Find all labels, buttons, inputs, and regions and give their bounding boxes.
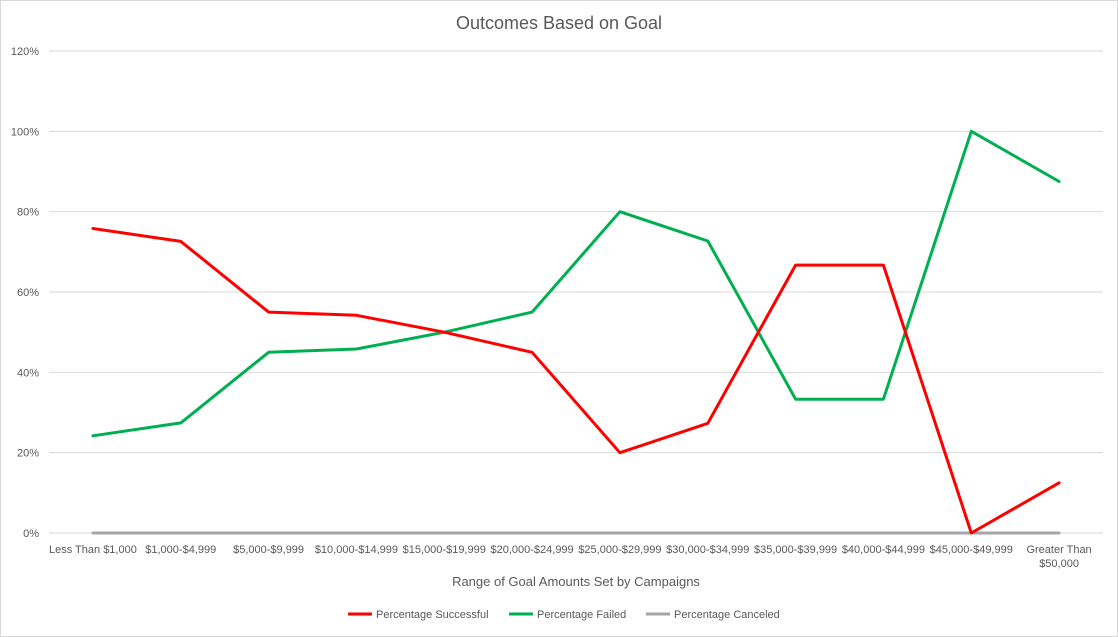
y-tick-label: 0% — [23, 528, 39, 540]
x-tick-label: $35,000-$39,999 — [754, 544, 837, 556]
gridlines — [49, 50, 1103, 534]
legend-item: Percentage Failed — [509, 609, 626, 621]
legend-label: Percentage Failed — [537, 609, 626, 621]
legend-label: Percentage Successful — [376, 609, 489, 621]
x-tick-label-line: $50,000 — [1039, 558, 1079, 570]
x-tick-label-line: $25,000-$29,999 — [578, 544, 661, 556]
x-tick-label: $1,000-$4,999 — [145, 544, 216, 556]
x-tick-label-line: $40,000-$44,999 — [842, 544, 925, 556]
y-tick-label: 80% — [17, 207, 39, 219]
x-tick-label-line: $5,000-$9,999 — [233, 544, 304, 556]
series-line-percentage-successful — [91, 227, 1061, 535]
legend-label: Percentage Canceled — [674, 609, 780, 621]
x-axis-tick-labels: Less Than $1,000 $1,000-$4,999 $5,000-$9,9… — [49, 544, 1092, 570]
series-lines — [91, 129, 1061, 535]
x-tick-label-line: $15,000-$19,999 — [403, 544, 486, 556]
x-tick-label: $20,000-$24,999 — [490, 544, 573, 556]
y-tick-label: 40% — [17, 367, 39, 379]
x-tick-label: $30,000-$34,999 — [666, 544, 749, 556]
x-tick-label: $5,000-$9,999 — [233, 544, 304, 556]
x-tick-label: Greater Than $50,000 — [1026, 544, 1091, 570]
x-tick-label: $40,000-$44,999 — [842, 544, 925, 556]
x-tick-label: Less Than $1,000 — [49, 544, 137, 556]
x-tick-label-line: Greater Than — [1026, 544, 1091, 556]
y-tick-label: 20% — [17, 448, 39, 460]
series-line-percentage-failed — [91, 129, 1061, 438]
x-tick-label-line: $35,000-$39,999 — [754, 544, 837, 556]
x-tick-label-line: $45,000-$49,999 — [930, 544, 1013, 556]
y-axis-tick-labels: 0% 20% 40% 60% 80% 100% 120% — [11, 46, 39, 540]
x-axis-label: Range of Goal Amounts Set by Campaigns — [452, 574, 700, 589]
x-tick-label-line: Less Than $1,000 — [49, 544, 137, 556]
x-tick-label: $10,000-$14,999 — [315, 544, 398, 556]
legend: Percentage Successful Percentage Failed Pe… — [348, 609, 780, 621]
legend-item: Percentage Canceled — [646, 609, 780, 621]
y-tick-label: 120% — [11, 46, 39, 58]
legend-item: Percentage Successful — [348, 609, 489, 621]
x-tick-label: $25,000-$29,999 — [578, 544, 661, 556]
x-tick-label-line: $20,000-$24,999 — [490, 544, 573, 556]
chart-title: Outcomes Based on Goal — [456, 13, 662, 33]
y-tick-label: 100% — [11, 126, 39, 138]
x-tick-label-line: $30,000-$34,999 — [666, 544, 749, 556]
x-tick-label: $15,000-$19,999 — [403, 544, 486, 556]
x-tick-label: $45,000-$49,999 — [930, 544, 1013, 556]
y-tick-label: 60% — [17, 287, 39, 299]
x-tick-label-line: $1,000-$4,999 — [145, 544, 216, 556]
x-tick-label-line: $10,000-$14,999 — [315, 544, 398, 556]
